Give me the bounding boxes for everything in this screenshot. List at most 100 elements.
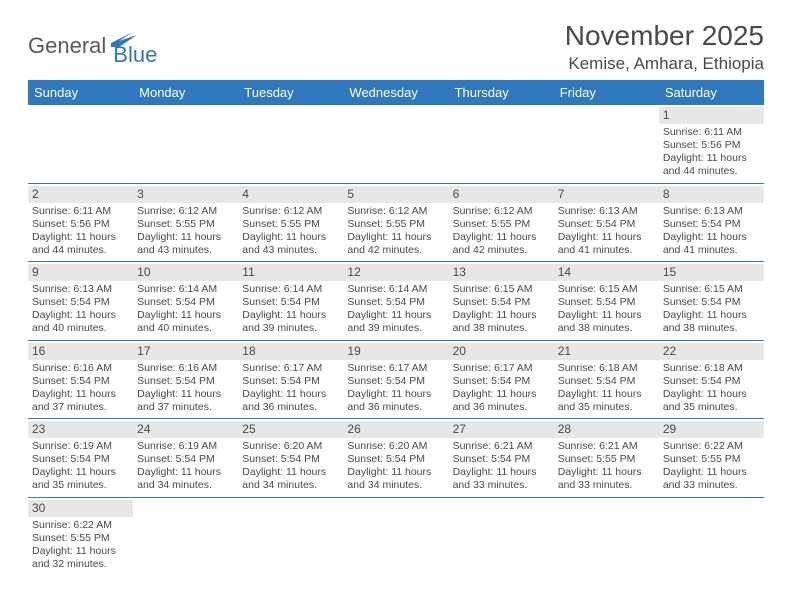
calendar-day-cell: 21 Sunrise: 6:18 AMSunset: 5:54 PMDayligh… xyxy=(554,340,659,419)
day-number: 23 xyxy=(28,421,133,438)
calendar-day-cell: 27 Sunrise: 6:21 AMSunset: 5:54 PMDayligh… xyxy=(449,419,554,498)
day-details: Sunrise: 6:22 AMSunset: 5:55 PMDaylight:… xyxy=(32,519,129,572)
weekday-header: Wednesday xyxy=(343,80,448,105)
day-details: Sunrise: 6:20 AMSunset: 5:54 PMDaylight:… xyxy=(347,440,444,493)
day-number: 6 xyxy=(449,186,554,203)
day-details: Sunrise: 6:15 AMSunset: 5:54 PMDaylight:… xyxy=(558,283,655,336)
day-details: Sunrise: 6:11 AMSunset: 5:56 PMDaylight:… xyxy=(32,205,129,258)
day-number: 21 xyxy=(554,343,659,360)
day-number: 26 xyxy=(343,421,448,438)
day-details: Sunrise: 6:11 AMSunset: 5:56 PMDaylight:… xyxy=(663,126,760,179)
calendar-day-cell: 18 Sunrise: 6:17 AMSunset: 5:54 PMDayligh… xyxy=(238,340,343,419)
calendar-empty-cell xyxy=(238,497,343,575)
calendar-empty-cell xyxy=(133,105,238,183)
weekday-header: Tuesday xyxy=(238,80,343,105)
day-number: 19 xyxy=(343,343,448,360)
calendar-empty-cell xyxy=(554,497,659,575)
calendar-day-cell: 2Sunrise: 6:11 AMSunset: 5:56 PMDaylight… xyxy=(28,183,133,262)
day-details: Sunrise: 6:16 AMSunset: 5:54 PMDaylight:… xyxy=(32,362,129,415)
calendar-day-cell: 22Sunrise: 6:18 AMSunset: 5:54 PMDayligh… xyxy=(659,340,764,419)
title-block: November 2025 Kemise, Amhara, Ethiopia xyxy=(565,20,764,74)
calendar-week-row: 30Sunrise: 6:22 AMSunset: 5:55 PMDayligh… xyxy=(28,497,764,575)
calendar-day-cell: 19Sunrise: 6:17 AMSunset: 5:54 PMDayligh… xyxy=(343,340,448,419)
day-details: Sunrise: 6:12 AMSunset: 5:55 PMDaylight:… xyxy=(347,205,444,258)
day-details: Sunrise: 6:21 AMSunset: 5:54 PMDaylight:… xyxy=(453,440,550,493)
weekday-header: Thursday xyxy=(449,80,554,105)
day-details: Sunrise: 6:17 AMSunset: 5:54 PMDaylight:… xyxy=(242,362,339,415)
day-details: Sunrise: 6:14 AMSunset: 5:54 PMDaylight:… xyxy=(347,283,444,336)
calendar-empty-cell xyxy=(133,497,238,575)
day-number: 10 xyxy=(133,264,238,281)
weekday-header: Friday xyxy=(554,80,659,105)
calendar-week-row: 23Sunrise: 6:19 AMSunset: 5:54 PMDayligh… xyxy=(28,419,764,498)
day-number: 20 xyxy=(449,343,554,360)
day-number: 29 xyxy=(659,421,764,438)
calendar-empty-cell xyxy=(343,497,448,575)
day-number: 7 xyxy=(554,186,659,203)
calendar-day-cell: 16 Sunrise: 6:16 AMSunset: 5:54 PMDayligh… xyxy=(28,340,133,419)
calendar-day-cell: 4Sunrise: 6:12 AMSunset: 5:55 PMDaylight… xyxy=(238,183,343,262)
calendar-day-cell: 6Sunrise: 6:12 AMSunset: 5:55 PMDaylight… xyxy=(449,183,554,262)
calendar-day-cell: 14 Sunrise: 6:15 AMSunset: 5:54 PMDayligh… xyxy=(554,262,659,341)
calendar-day-cell: 3 Sunrise: 6:12 AMSunset: 5:55 PMDaylight… xyxy=(133,183,238,262)
logo-text-blue: Blue xyxy=(113,42,157,68)
calendar-day-cell: 1 Sunrise: 6:11 AMSunset: 5:56 PMDaylight… xyxy=(659,105,764,183)
calendar-table: SundayMondayTuesdayWednesdayThursdayFrid… xyxy=(28,80,764,575)
calendar-empty-cell xyxy=(449,497,554,575)
calendar-week-row: 1 Sunrise: 6:11 AMSunset: 5:56 PMDaylight… xyxy=(28,105,764,183)
logo-text-general: General xyxy=(28,33,106,59)
day-number: 25 xyxy=(238,421,343,438)
logo: General Blue xyxy=(28,24,157,68)
weekday-header: Sunday xyxy=(28,80,133,105)
day-number: 27 xyxy=(449,421,554,438)
calendar-day-cell: 11 Sunrise: 6:14 AMSunset: 5:54 PMDayligh… xyxy=(238,262,343,341)
day-details: Sunrise: 6:20 AMSunset: 5:54 PMDaylight:… xyxy=(242,440,339,493)
calendar-empty-cell xyxy=(449,105,554,183)
day-details: Sunrise: 6:18 AMSunset: 5:54 PMDaylight:… xyxy=(558,362,655,415)
day-details: Sunrise: 6:16 AMSunset: 5:54 PMDaylight:… xyxy=(137,362,234,415)
day-details: Sunrise: 6:19 AMSunset: 5:54 PMDaylight:… xyxy=(137,440,234,493)
calendar-day-cell: 20Sunrise: 6:17 AMSunset: 5:54 PMDayligh… xyxy=(449,340,554,419)
calendar-day-cell: 24Sunrise: 6:19 AMSunset: 5:54 PMDayligh… xyxy=(133,419,238,498)
weekday-header: Monday xyxy=(133,80,238,105)
month-title: November 2025 xyxy=(565,20,764,52)
location-subtitle: Kemise, Amhara, Ethiopia xyxy=(565,54,764,74)
day-details: Sunrise: 6:22 AMSunset: 5:55 PMDaylight:… xyxy=(663,440,760,493)
day-details: Sunrise: 6:12 AMSunset: 5:55 PMDaylight:… xyxy=(137,205,234,258)
day-number: 3 xyxy=(133,186,238,203)
day-details: Sunrise: 6:21 AMSunset: 5:55 PMDaylight:… xyxy=(558,440,655,493)
calendar-day-cell: 25 Sunrise: 6:20 AMSunset: 5:54 PMDayligh… xyxy=(238,419,343,498)
day-details: Sunrise: 6:13 AMSunset: 5:54 PMDaylight:… xyxy=(558,205,655,258)
calendar-empty-cell xyxy=(343,105,448,183)
calendar-week-row: 2Sunrise: 6:11 AMSunset: 5:56 PMDaylight… xyxy=(28,183,764,262)
calendar-day-cell: 26 Sunrise: 6:20 AMSunset: 5:54 PMDayligh… xyxy=(343,419,448,498)
day-details: Sunrise: 6:15 AMSunset: 5:54 PMDaylight:… xyxy=(453,283,550,336)
calendar-day-cell: 7 Sunrise: 6:13 AMSunset: 5:54 PMDaylight… xyxy=(554,183,659,262)
calendar-day-cell: 8 Sunrise: 6:13 AMSunset: 5:54 PMDaylight… xyxy=(659,183,764,262)
calendar-day-cell: 30Sunrise: 6:22 AMSunset: 5:55 PMDayligh… xyxy=(28,497,133,575)
calendar-week-row: 16Sunrise: 6:16 AMSunset: 5:54 PMDayligh… xyxy=(28,340,764,419)
header-bar: General Blue November 2025 Kemise, Amhar… xyxy=(28,20,764,74)
weekday-header: Saturday xyxy=(659,80,764,105)
calendar-day-cell: 9Sunrise: 6:13 AMSunset: 5:54 PMDaylight… xyxy=(28,262,133,341)
day-number: 1 xyxy=(659,107,764,124)
calendar-day-cell: 13 Sunrise: 6:15 AMSunset: 5:54 PMDayligh… xyxy=(449,262,554,341)
day-number: 14 xyxy=(554,264,659,281)
day-details: Sunrise: 6:13 AMSunset: 5:54 PMDaylight:… xyxy=(32,283,129,336)
calendar-empty-cell xyxy=(238,105,343,183)
calendar-empty-cell xyxy=(659,497,764,575)
calendar-day-cell: 23 Sunrise: 6:19 AMSunset: 5:54 PMDayligh… xyxy=(28,419,133,498)
calendar-day-cell: 29 Sunrise: 6:22 AMSunset: 5:55 PMDayligh… xyxy=(659,419,764,498)
day-number: 11 xyxy=(238,264,343,281)
day-number: 18 xyxy=(238,343,343,360)
day-details: Sunrise: 6:14 AMSunset: 5:54 PMDaylight:… xyxy=(242,283,339,336)
calendar-day-cell: 5 Sunrise: 6:12 AMSunset: 5:55 PMDaylight… xyxy=(343,183,448,262)
day-number: 15 xyxy=(659,264,764,281)
day-number: 8 xyxy=(659,186,764,203)
day-number: 13 xyxy=(449,264,554,281)
day-details: Sunrise: 6:13 AMSunset: 5:54 PMDaylight:… xyxy=(663,205,760,258)
day-details: Sunrise: 6:19 AMSunset: 5:54 PMDaylight:… xyxy=(32,440,129,493)
day-number: 16 xyxy=(28,343,133,360)
day-number: 5 xyxy=(343,186,448,203)
calendar-day-cell: 28Sunrise: 6:21 AMSunset: 5:55 PMDayligh… xyxy=(554,419,659,498)
